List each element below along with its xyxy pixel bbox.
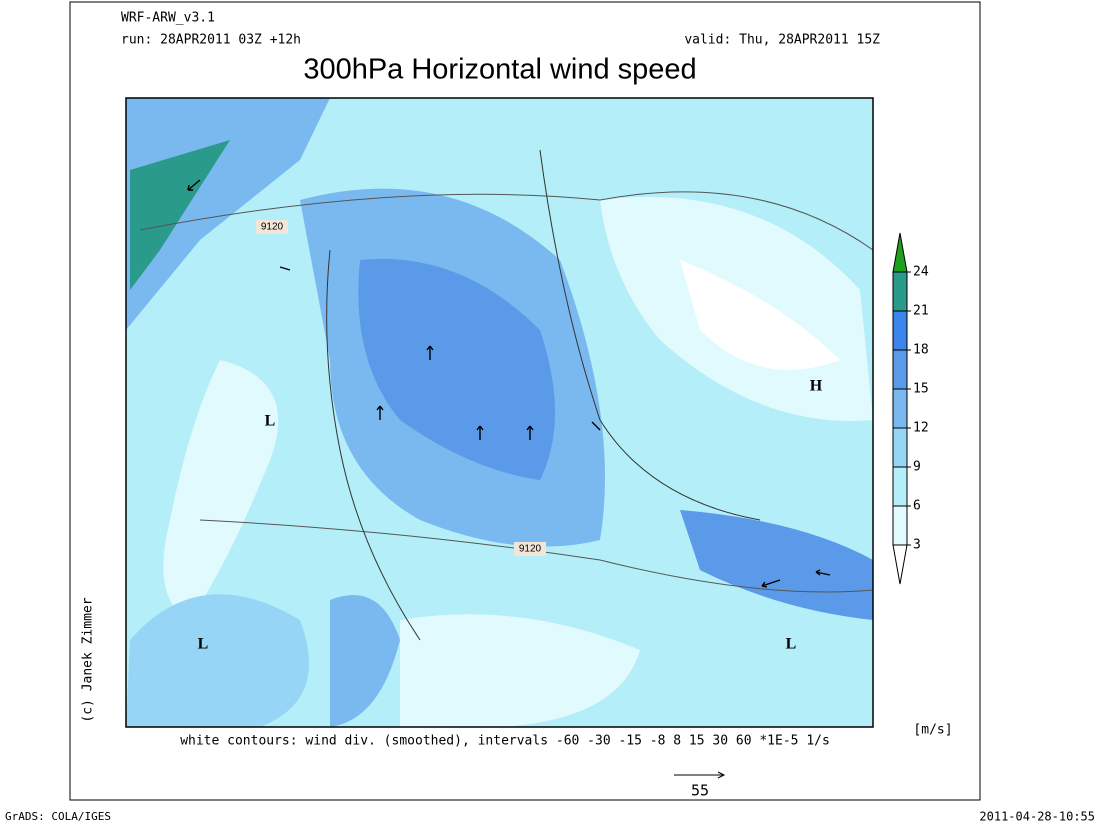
colorbar-segment xyxy=(892,427,908,468)
footer-right: 2011-04-28-10:55 xyxy=(979,810,1095,824)
reference-vector xyxy=(674,771,726,779)
contour-label: 9120 xyxy=(261,222,284,233)
footer-left: GrADS: COLA/IGES xyxy=(5,810,111,823)
map xyxy=(126,98,873,727)
colorbar-segment xyxy=(892,388,908,429)
caption: white contours: wind div. (smoothed), in… xyxy=(180,734,830,749)
colorbar-tick-label: 21 xyxy=(913,304,929,319)
credit: (c) Janek Zimmer xyxy=(81,597,96,722)
model-label: WRF-ARW_v3.1 xyxy=(121,11,215,26)
colorbar-segment xyxy=(892,349,908,390)
title: 300hPa Horizontal wind speed xyxy=(303,54,696,86)
low-label: L xyxy=(198,636,209,653)
frame xyxy=(69,1,981,801)
colorbar-segment xyxy=(892,466,908,507)
valid-label: valid: Thu, 28APR2011 15Z xyxy=(684,33,880,48)
contour-labels: 9120 9120 xyxy=(256,220,546,556)
colorbar-tick-label: 3 xyxy=(913,538,921,553)
map-frame xyxy=(125,97,874,728)
colorbar-segment xyxy=(892,271,908,312)
unit: [m/s] xyxy=(913,723,952,738)
reference-value: 55 xyxy=(691,782,709,800)
colorbar: 3 6 9 12 15 18 21 24 xyxy=(892,232,929,585)
contour-label: 9120 xyxy=(519,544,542,555)
colorbar-tick-label: 6 xyxy=(913,499,921,514)
colorbar-tick-label: 18 xyxy=(913,343,929,358)
colorbar-low-end xyxy=(892,544,908,585)
low-label: L xyxy=(265,413,276,430)
colorbar-tick-label: 9 xyxy=(913,460,921,475)
colorbar-segment xyxy=(892,310,908,351)
low-label: L xyxy=(786,636,797,653)
colorbar-high-end xyxy=(892,232,908,273)
colorbar-tick-label: 12 xyxy=(913,421,929,436)
colorbar-segment xyxy=(892,505,908,546)
high-label: H xyxy=(810,378,823,395)
colorbar-tick-label: 15 xyxy=(913,382,929,397)
colorbar-tick-label: 24 xyxy=(913,265,929,280)
run-label: run: 28APR2011 03Z +12h xyxy=(121,33,301,48)
